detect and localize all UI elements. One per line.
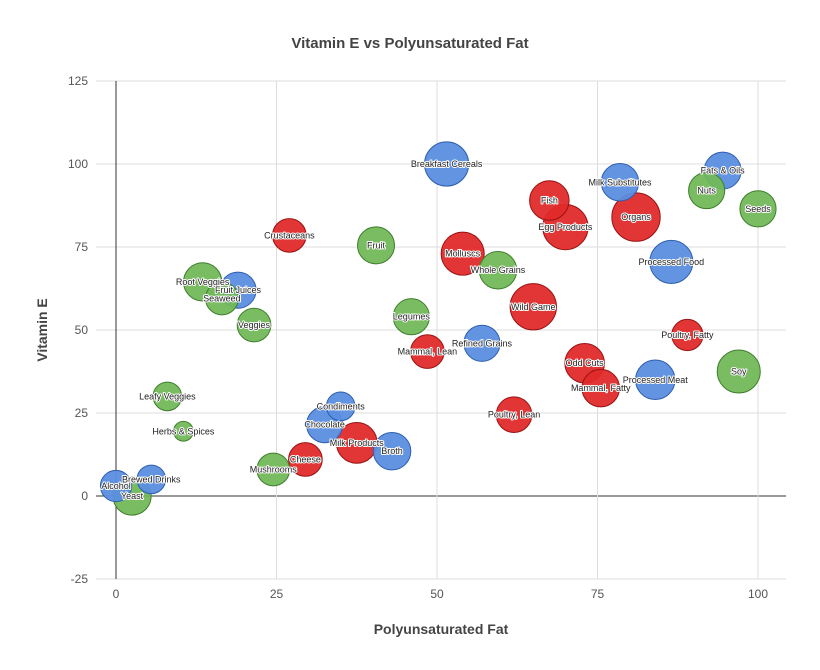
bubble-label: Fruit Juices — [215, 285, 262, 295]
bubble-label: Alcohol — [101, 481, 131, 491]
bubble-label: Mushrooms — [250, 464, 298, 474]
bubble-label: Organs — [621, 212, 651, 222]
bubble — [173, 420, 194, 442]
bubble-label: Milk Products — [330, 438, 385, 448]
bubble-label: Cheese — [290, 454, 321, 464]
bubble-label: Soy — [731, 367, 747, 377]
x-tick-label: 0 — [113, 587, 120, 601]
bubble-label: Yeast — [121, 491, 144, 501]
bubble-label: Whole Grains — [471, 265, 526, 275]
bubble — [688, 171, 726, 210]
bubble — [440, 231, 485, 276]
bubble — [152, 381, 183, 412]
y-tick-label: 125 — [68, 74, 88, 88]
bubble-label: Seeds — [745, 204, 771, 214]
bubble-label: Egg Products — [538, 222, 593, 232]
bubble-label: Wild Game — [511, 302, 556, 312]
bubble-label: Leafy Veggies — [139, 391, 196, 401]
y-tick-label: 75 — [75, 240, 89, 254]
bubble-label: Broth — [381, 446, 403, 456]
y-tick-label: 25 — [75, 406, 89, 420]
bubble-label: Odd Cuts — [566, 358, 605, 368]
bubble-label: Crustaceans — [264, 230, 315, 240]
bubble-label: Molluscs — [445, 249, 481, 259]
bubble-label: Fats & Oils — [701, 166, 746, 176]
chart-title: Vitamin E vs Polyunsaturated Fat — [291, 35, 528, 52]
bubble — [478, 251, 518, 290]
bubble-label: Mammal, Fatty — [571, 383, 631, 393]
x-tick-label: 50 — [430, 587, 444, 601]
y-axis-title: Vitamin E — [34, 298, 50, 362]
bubble-label: Root Veggies — [176, 277, 230, 287]
bubble — [635, 359, 676, 401]
bubble — [611, 192, 661, 242]
bubble — [581, 368, 620, 408]
bubble-label: Processed Food — [639, 257, 705, 267]
bubbles — [99, 141, 777, 516]
bubble-label: Fish — [541, 196, 558, 206]
bubble — [424, 141, 470, 187]
bubble — [495, 396, 533, 433]
bubble — [136, 464, 167, 495]
y-tick-label: 0 — [81, 489, 88, 503]
bubble-label: Legumes — [393, 312, 431, 322]
bubble — [357, 226, 395, 265]
bubble-label: Refined Grains — [452, 338, 513, 348]
y-tick-label: -25 — [71, 572, 89, 586]
bubble-label: Poultry, Lean — [488, 410, 540, 420]
x-axis-title: Polyunsaturated Fat — [374, 621, 509, 637]
y-tick-label: 100 — [68, 157, 88, 171]
x-tick-label: 25 — [270, 587, 284, 601]
bubble — [739, 190, 777, 228]
bubble-label: Veggies — [238, 320, 271, 330]
y-tick-label: 50 — [75, 323, 89, 337]
bubble-label: Breakfast Cereals — [411, 159, 483, 169]
bubble — [288, 442, 323, 477]
bubble-label: Fruit — [367, 240, 385, 250]
bubble — [716, 349, 761, 394]
bubble — [205, 281, 239, 316]
bubble — [372, 431, 412, 471]
bubble-label: Condiments — [317, 401, 366, 411]
bubble-labels: Breakfast Cereals Milk Substitutes Fats & … — [100, 158, 772, 502]
bubble-label: Nuts — [697, 186, 716, 196]
bubble — [509, 283, 557, 331]
bubble — [325, 391, 356, 422]
bubble — [649, 239, 694, 284]
bubble — [529, 180, 570, 221]
bubble — [272, 218, 307, 253]
bubble-label: Brewed Drinks — [122, 474, 181, 484]
bubble — [256, 452, 291, 487]
bubble — [236, 307, 272, 343]
bubble — [392, 298, 430, 336]
x-tick-label: 100 — [748, 587, 768, 601]
tick-labels: -25 0 25 50 75 100 125 0 25 50 75 100 — [68, 74, 768, 601]
bubble-label: Chocolate — [304, 420, 345, 430]
bubble-label: Processed Meat — [623, 375, 689, 385]
bubble-label: Seaweed — [203, 293, 241, 303]
bubble-label: Milk Substitutes — [588, 177, 652, 187]
bubble-label: Poultry, Fatty — [661, 330, 714, 340]
bubble-label: Mammal, Lean — [398, 347, 458, 357]
bubble-label: Herbs & Spices — [152, 426, 215, 436]
x-tick-label: 75 — [591, 587, 605, 601]
bubble — [600, 163, 640, 202]
bubble — [410, 334, 445, 369]
bubble — [99, 469, 133, 503]
bubble — [463, 324, 501, 362]
bubble — [671, 318, 704, 352]
